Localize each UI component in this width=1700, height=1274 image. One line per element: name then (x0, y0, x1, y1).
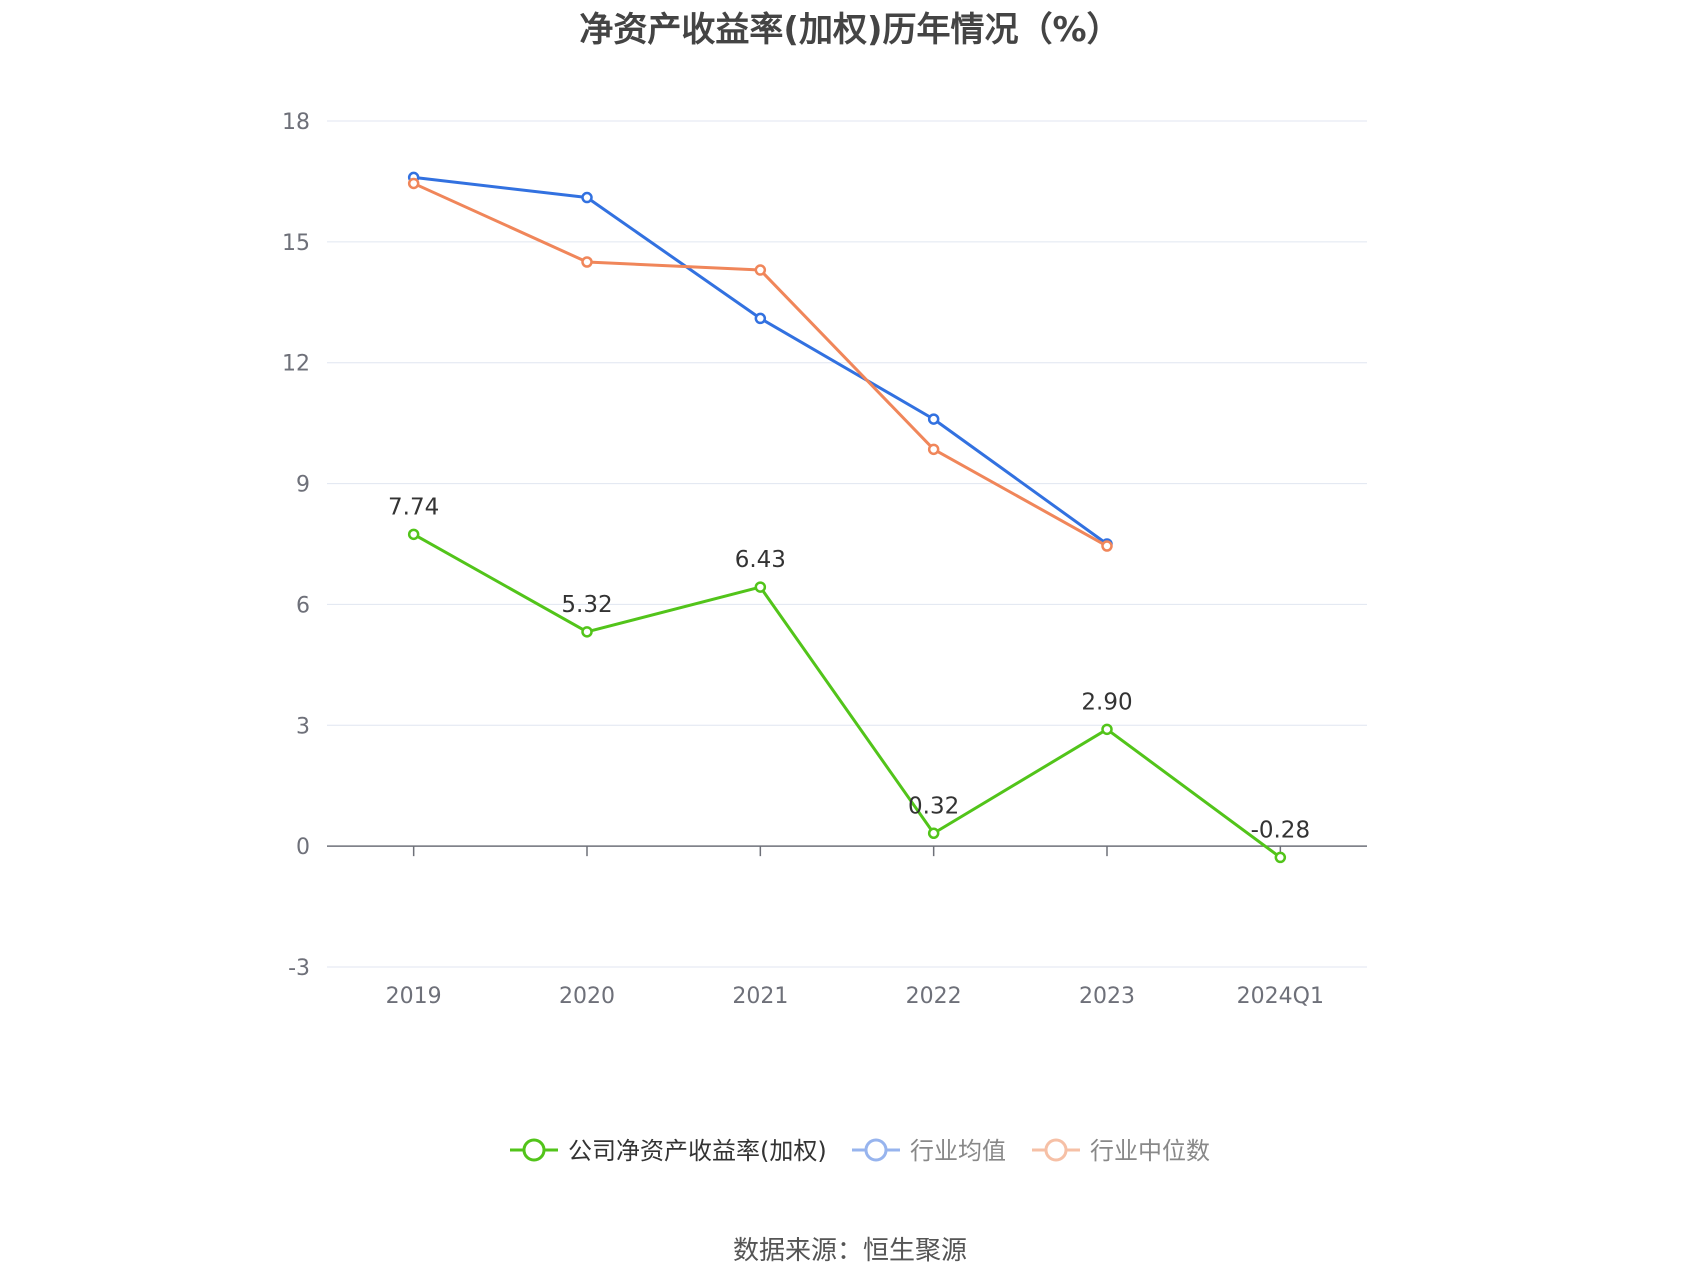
y-axis-tick-labels: -3 0 3 6 9 12 15 18 (282, 110, 310, 981)
y-tick-label: 0 (296, 835, 310, 860)
data-point (754, 264, 767, 276)
x-tick-label: 2023 (1079, 984, 1135, 1009)
data-label: 6.43 (735, 547, 786, 573)
series-lines (407, 171, 1287, 864)
data-point (927, 413, 940, 425)
x-axis (327, 845, 1367, 857)
chart-title: 净资产收益率(加权)历年情况（%） (579, 10, 1121, 50)
legend-swatch-marker (1044, 1138, 1068, 1162)
data-point (754, 581, 767, 593)
y-tick-label: 6 (296, 593, 310, 618)
legend-label: 公司净资产收益率(加权) (568, 1137, 827, 1165)
data-label: 2.90 (1081, 689, 1132, 715)
data-point (754, 312, 767, 325)
legend-swatch-marker (522, 1138, 546, 1162)
data-point (1101, 723, 1113, 736)
x-axis-tick-labels: 2019 2020 2021 2022 2023 2024Q1 (386, 984, 1324, 1009)
y-tick-label: 12 (282, 352, 310, 377)
data-label: 5.32 (561, 592, 612, 618)
y-tick-label: 3 (296, 714, 310, 739)
x-tick-label: 2021 (732, 984, 788, 1009)
series-line (412, 533, 1282, 859)
y-tick-label: 15 (282, 231, 310, 256)
x-tick-label: 2024Q1 (1237, 984, 1324, 1009)
series-line (413, 182, 1108, 548)
data-point (1274, 851, 1287, 864)
data-point (581, 256, 593, 268)
x-tick-label: 2022 (906, 984, 962, 1009)
data-labels: 7.74 5.32 6.43 0.32 2.90 -0.28 (388, 494, 1310, 843)
data-label: 7.74 (388, 494, 439, 520)
grid-lines (327, 120, 1367, 968)
data-label: -0.28 (1251, 817, 1311, 843)
x-tick-label: 2020 (559, 984, 615, 1009)
data-point (581, 191, 593, 204)
x-tick-label: 2019 (386, 984, 442, 1009)
data-point (927, 443, 940, 456)
y-tick-label: 9 (296, 473, 310, 498)
legend-label: 行业均值 (910, 1137, 1006, 1165)
data-label: 0.32 (908, 793, 959, 819)
legend-label: 行业中位数 (1090, 1137, 1210, 1165)
data-source-note: 数据来源：恒生聚源 (732, 1236, 967, 1266)
y-tick-label: 18 (282, 110, 310, 135)
data-point (927, 827, 940, 840)
data-point (1101, 540, 1113, 552)
data-point (407, 177, 420, 190)
data-point (581, 626, 593, 638)
legend-swatch-marker (864, 1138, 888, 1162)
legend: 公司净资产收益率(加权) 行业均值 行业中位数 (510, 1137, 1210, 1165)
y-tick-label: -3 (288, 956, 310, 981)
data-point (407, 528, 420, 541)
